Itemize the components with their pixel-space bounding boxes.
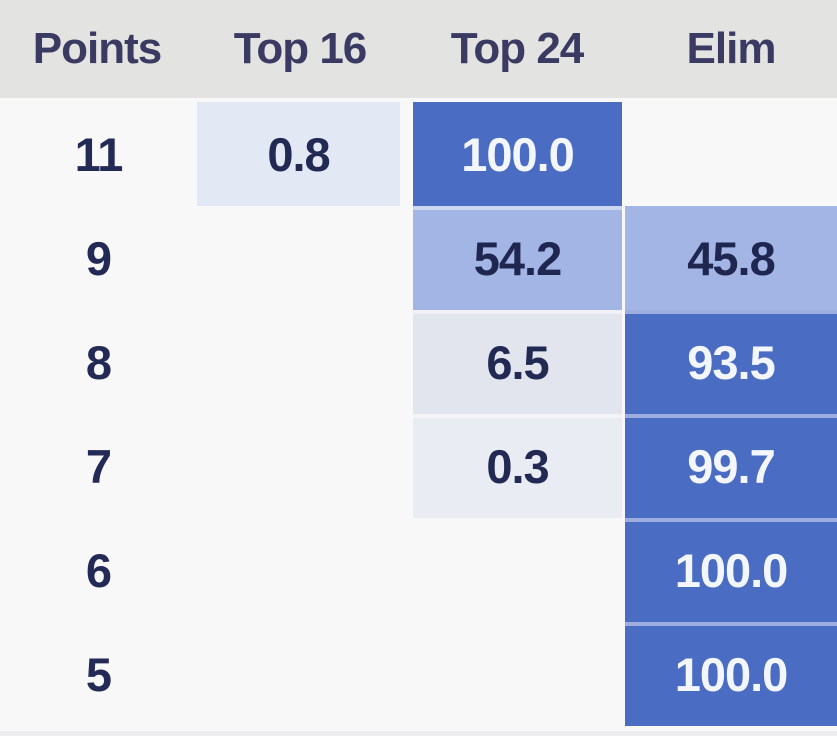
table-cell-elim: 45.8 [625, 206, 837, 310]
table-cell-elim: 99.7 [625, 414, 837, 518]
table-cell-top24: 54.2 [413, 206, 622, 310]
table-cell-top24: 0.3 [413, 414, 622, 518]
bottom-edge-divider [0, 731, 837, 736]
points-value: 5 [85, 647, 112, 701]
column-header-top24: Top 24 [450, 24, 585, 73]
points-value: 8 [85, 335, 112, 389]
points-value: 11 [74, 127, 124, 181]
column-header-top16: Top 16 [233, 24, 368, 73]
table-cell-elim: 100.0 [625, 622, 837, 726]
points-value: 7 [85, 439, 112, 493]
column-header-elim: Elim [686, 24, 777, 73]
table-cell-top24: 100.0 [413, 102, 622, 206]
column-header-points: Points [32, 24, 162, 73]
points-value: 9 [85, 231, 112, 285]
table-cell-top16: 0.8 [197, 102, 400, 206]
table-cell-top24: 6.5 [413, 310, 622, 414]
table-cell-elim: 93.5 [625, 310, 837, 414]
table-cell-elim: 100.0 [625, 518, 837, 622]
table-header-band [0, 0, 837, 98]
points-value: 6 [85, 543, 112, 597]
